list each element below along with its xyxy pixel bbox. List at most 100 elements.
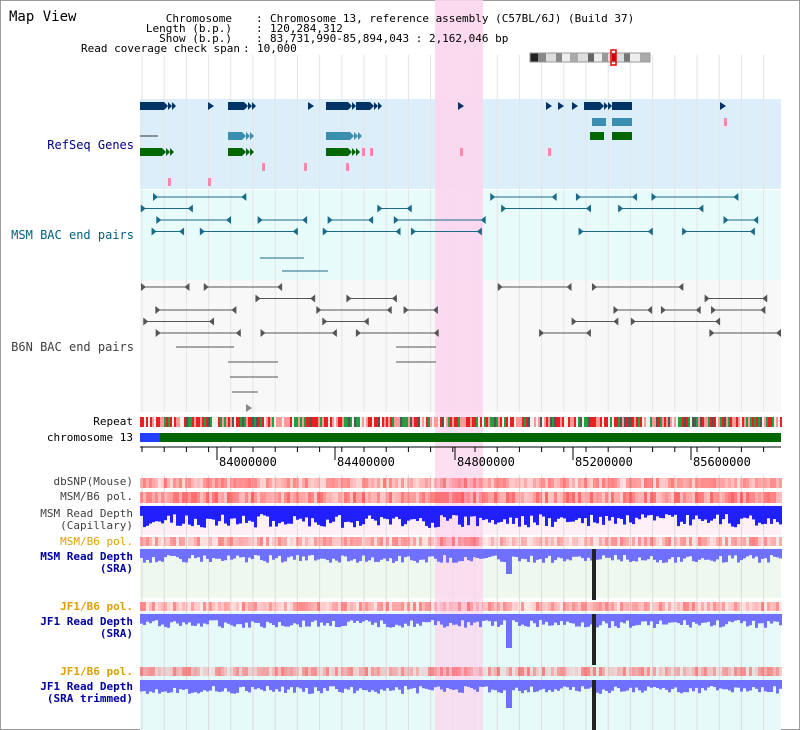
msm-sra-depth-bar [614, 549, 617, 556]
msm-bac-pair-end [156, 216, 162, 224]
msm-pol-band-2 [563, 537, 566, 546]
jf1-pol-band [161, 602, 164, 611]
msm-cap-depth-bar [428, 506, 431, 528]
repeat-segment [580, 417, 582, 427]
msm-sra-depth-bar [281, 549, 284, 563]
jf1-pol-band [374, 602, 377, 611]
jf1-sra-depth-bar [524, 614, 527, 627]
jf1-pol-band [644, 602, 647, 611]
jf1-sra-depth-bar [695, 614, 698, 624]
track-label-msm-b6-pol[interactable]: MSM/B6 pol. [60, 490, 133, 503]
msm-sra-depth-bar [557, 549, 560, 558]
repeat-segment [446, 417, 448, 427]
repeat-segment [438, 417, 440, 427]
msm-pol-band [221, 492, 224, 503]
msm-cap-depth-bar [320, 506, 323, 527]
msm-cap-depth-bar [269, 506, 272, 527]
jf1-pol-band-2 [275, 667, 278, 676]
jf1-pol-band [473, 602, 476, 611]
repeat-segment [674, 417, 676, 427]
msm-pol-band-2 [161, 537, 164, 546]
msm-sra-depth-bar [446, 549, 449, 563]
msm-sra-depth-bar [581, 549, 584, 559]
jf1-pol-band-2 [230, 667, 233, 676]
msm-pol-band [290, 492, 293, 503]
msm-sra-depth-bar [377, 549, 380, 562]
track-label-refseq-genes[interactable]: RefSeq Genes [47, 138, 134, 152]
repeat-segment [550, 417, 552, 427]
jf1-pol-band [275, 602, 278, 611]
msm-cap-depth-bar [704, 506, 707, 520]
jf1-pol-band-2 [773, 667, 776, 676]
dbsnp-band [326, 478, 329, 488]
repeat-segment [270, 417, 272, 427]
msm-pol-band [266, 492, 269, 503]
ideogram-band [612, 53, 616, 62]
jf1-pol-band [443, 602, 446, 611]
track-label-repeat[interactable]: Repeat [93, 415, 133, 428]
track-label-jf1-depth-trimmed[interactable]: JF1 Read Depth (SRA trimmed) [40, 680, 133, 705]
msm-sra-depth-bar [368, 549, 371, 561]
track-label-msm-depth-sra[interactable]: MSM Read Depth (SRA) [40, 550, 133, 575]
msm-pol-band [407, 492, 410, 503]
repeat-segment [610, 417, 612, 427]
track-label-jf1-b6-pol-2[interactable]: JF1/B6 pol. [60, 665, 133, 678]
msm-pol-band-2 [206, 537, 209, 546]
track-label-chromosome[interactable]: chromosome 13 [46, 431, 133, 444]
track-label-jf1-b6-pol[interactable]: JF1/B6 pol. [60, 600, 133, 613]
repeat-segment [236, 417, 238, 427]
jf1-trim-depth-bar [215, 680, 218, 692]
repeat-segment [280, 417, 282, 427]
repeat-segment [460, 417, 462, 427]
jf1-pol-band [221, 602, 224, 611]
jf1-sra-depth-bar [542, 614, 545, 625]
msm-sra-depth-bar [713, 549, 716, 562]
gene-mark [208, 178, 211, 186]
jf1-pol-band [506, 602, 509, 611]
msm-sra-depth-bar [485, 549, 488, 559]
track-label-b6n-bac[interactable]: B6N BAC end pairs [11, 340, 134, 354]
repeat-segment [298, 417, 300, 427]
refseq-gene [140, 102, 164, 110]
repeat-segment [166, 417, 168, 427]
jf1-pol-band-2 [698, 667, 701, 676]
track-label-msm-b6-pol-2[interactable]: MSM/B6 pol. [60, 535, 133, 548]
msm-bac-pair-end [377, 204, 383, 213]
track-label-msm-depth-capillary[interactable]: MSM Read Depth (Capillary) [40, 507, 133, 532]
msm-cap-depth-bar [497, 506, 500, 523]
track-label-dbsnp[interactable]: dbSNP(Mouse) [53, 475, 133, 488]
jf1-trim-depth-bar [569, 680, 572, 690]
track-label-jf1-depth-sra[interactable]: JF1 Read Depth (SRA) [40, 615, 133, 640]
repeat-segment [340, 417, 342, 427]
jf1-sra-depth-bar [356, 614, 359, 621]
jf1-trim-depth-bar [221, 680, 224, 692]
msm-pol-band [554, 492, 557, 503]
dbsnp-band [245, 478, 248, 488]
msm-cap-depth-bar [191, 506, 194, 527]
msm-pol-band [659, 492, 662, 503]
jf1-trim-depth-bar [281, 680, 284, 687]
dbsnp-band [551, 478, 554, 488]
jf1-pol-band-2 [608, 667, 611, 676]
repeat-segment [320, 417, 322, 427]
jf1-trim-depth-bar [515, 680, 518, 688]
jf1-pol-band [713, 602, 716, 611]
msm-cap-depth-bar [272, 506, 275, 521]
repeat-segment [516, 417, 518, 427]
jf1-pol-band-2 [326, 667, 329, 676]
msm-pol-band [224, 492, 227, 503]
dbsnp-band [170, 478, 173, 488]
jf1-pol-band [680, 602, 683, 611]
jf1-sra-depth-bar [440, 614, 443, 625]
jf1-trim-depth-bar [425, 680, 428, 689]
msm-pol-band-2 [614, 537, 617, 546]
msm-cap-depth-bar [176, 506, 179, 526]
repeat-segment [180, 417, 182, 427]
msm-pol-band-2 [350, 537, 353, 546]
jf1-pol-band [668, 602, 671, 611]
jf1-trim-depth-bar [200, 680, 203, 692]
dbsnp-band [305, 478, 308, 488]
jf1-sra-depth-bar [533, 614, 536, 624]
track-label-msm-bac[interactable]: MSM BAC end pairs [11, 228, 134, 242]
